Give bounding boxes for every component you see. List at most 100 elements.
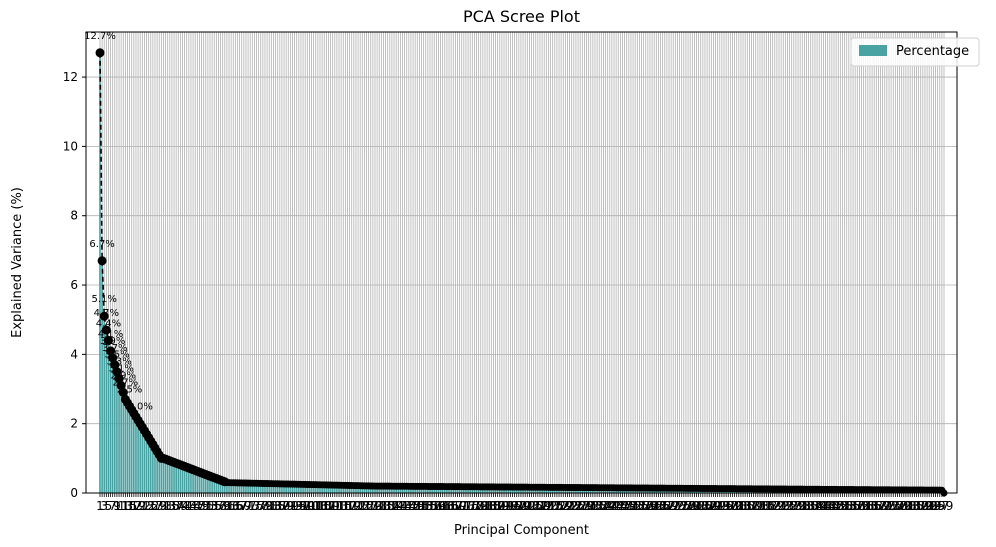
x-tick-label: 101 bbox=[300, 499, 323, 513]
data-point bbox=[118, 387, 128, 397]
x-tick-label: 81 bbox=[262, 499, 277, 513]
x-tick-label: 203 bbox=[516, 499, 539, 513]
bar bbox=[204, 474, 207, 493]
x-tick-label: 139 bbox=[380, 499, 403, 513]
x-tick-label: 121 bbox=[342, 499, 365, 513]
bar bbox=[340, 485, 342, 493]
data-label: 2.7% bbox=[113, 377, 138, 388]
x-tick-label: 197 bbox=[503, 499, 526, 513]
x-tick-label: 99 bbox=[300, 499, 315, 513]
points-layer bbox=[95, 48, 948, 497]
y-axis-title: Explained Variance (%) bbox=[10, 187, 25, 338]
data-point bbox=[106, 346, 116, 356]
bar bbox=[179, 464, 182, 493]
bar bbox=[217, 479, 220, 493]
x-tick-label: 9 bbox=[113, 499, 121, 513]
x-tick-label: 357 bbox=[842, 499, 865, 513]
x-tick-label: 205 bbox=[520, 499, 543, 513]
bar bbox=[164, 459, 167, 493]
x-tick-label: 97 bbox=[295, 499, 310, 513]
bar bbox=[219, 480, 222, 493]
bar bbox=[160, 458, 163, 493]
bar bbox=[198, 472, 201, 493]
x-tick-label: 1 bbox=[96, 499, 104, 513]
x-tick-label: 113 bbox=[325, 499, 348, 513]
x-tick-label: 283 bbox=[685, 499, 708, 513]
bar bbox=[308, 484, 311, 493]
x-tick-label: 287 bbox=[694, 499, 717, 513]
y-axis: 0 2 4 6 8 10 12 bbox=[63, 70, 86, 500]
x-tick-label: 137 bbox=[376, 499, 399, 513]
x-tick-label: 213 bbox=[537, 499, 560, 513]
bar bbox=[126, 402, 129, 493]
bar bbox=[348, 485, 351, 493]
x-tick-label: 187 bbox=[482, 499, 505, 513]
bar bbox=[281, 483, 283, 493]
x-tick-label: 157 bbox=[419, 499, 442, 513]
x-tick-label: 15 bbox=[122, 499, 137, 513]
x-tick-label: 175 bbox=[457, 499, 480, 513]
bar bbox=[139, 423, 142, 493]
data-point bbox=[97, 256, 107, 266]
x-tick-label: 335 bbox=[795, 499, 818, 513]
x-tick-label: 291 bbox=[702, 499, 725, 513]
bar bbox=[331, 485, 334, 493]
x-tick-label: 185 bbox=[478, 499, 501, 513]
x-tick-label: 43 bbox=[181, 499, 196, 513]
x-tick-label: 259 bbox=[634, 499, 657, 513]
bar bbox=[196, 471, 199, 493]
x-tick-label: 77 bbox=[253, 499, 268, 513]
x-tick-label: 267 bbox=[651, 499, 674, 513]
data-label: 12.7% bbox=[84, 31, 116, 42]
x-tick-label: 63 bbox=[224, 499, 239, 513]
bar bbox=[135, 416, 137, 493]
bar bbox=[162, 458, 165, 493]
x-tick-label: 221 bbox=[554, 499, 577, 513]
bar bbox=[293, 484, 296, 493]
x-tick-label: 241 bbox=[596, 499, 619, 513]
bar bbox=[302, 484, 304, 493]
data-point bbox=[103, 335, 113, 345]
bar bbox=[209, 476, 211, 493]
bar bbox=[137, 420, 139, 493]
bar bbox=[118, 378, 120, 493]
x-tick-label: 45 bbox=[185, 499, 200, 513]
x-tick-label: 5 bbox=[105, 499, 113, 513]
x-tick-label: 233 bbox=[579, 499, 602, 513]
x-tick-label: 69 bbox=[236, 499, 251, 513]
bar bbox=[295, 484, 298, 493]
data-label: 4.4% bbox=[96, 318, 121, 329]
x-tick-label: 379 bbox=[888, 499, 911, 513]
x-tick-label: 179 bbox=[465, 499, 488, 513]
x-tick-label: 249 bbox=[613, 499, 636, 513]
bar bbox=[236, 482, 239, 493]
x-tick-label: 151 bbox=[406, 499, 429, 513]
x-tick-label: 209 bbox=[529, 499, 552, 513]
bar bbox=[147, 437, 150, 493]
x-tick-label: 59 bbox=[215, 499, 230, 513]
bar bbox=[149, 441, 152, 493]
x-tick-label: 373 bbox=[875, 499, 898, 513]
bar bbox=[232, 482, 235, 493]
data-label: 3.3% bbox=[106, 357, 131, 368]
bar bbox=[113, 364, 116, 493]
x-tick-label: 31 bbox=[156, 499, 171, 513]
x-tick-label: 271 bbox=[660, 499, 683, 513]
x-tick-label: 225 bbox=[562, 499, 585, 513]
x-tick-label: 351 bbox=[829, 499, 852, 513]
x-tick-label: 25 bbox=[143, 499, 158, 513]
x-tick-label: 165 bbox=[435, 499, 458, 513]
x-tick-label: 253 bbox=[622, 499, 645, 513]
x-tick-label: 211 bbox=[533, 499, 556, 513]
x-tick-label: 337 bbox=[799, 499, 822, 513]
x-tick-label: 189 bbox=[486, 499, 509, 513]
bar bbox=[111, 357, 114, 493]
bar bbox=[289, 484, 292, 493]
bar bbox=[177, 463, 180, 493]
x-tick-label: 263 bbox=[643, 499, 666, 513]
x-tick-label: 163 bbox=[431, 499, 454, 513]
x-tick-label: 355 bbox=[837, 499, 860, 513]
bar bbox=[166, 459, 169, 493]
x-axis: 1357911131517192123252729313335373941434… bbox=[96, 493, 953, 513]
